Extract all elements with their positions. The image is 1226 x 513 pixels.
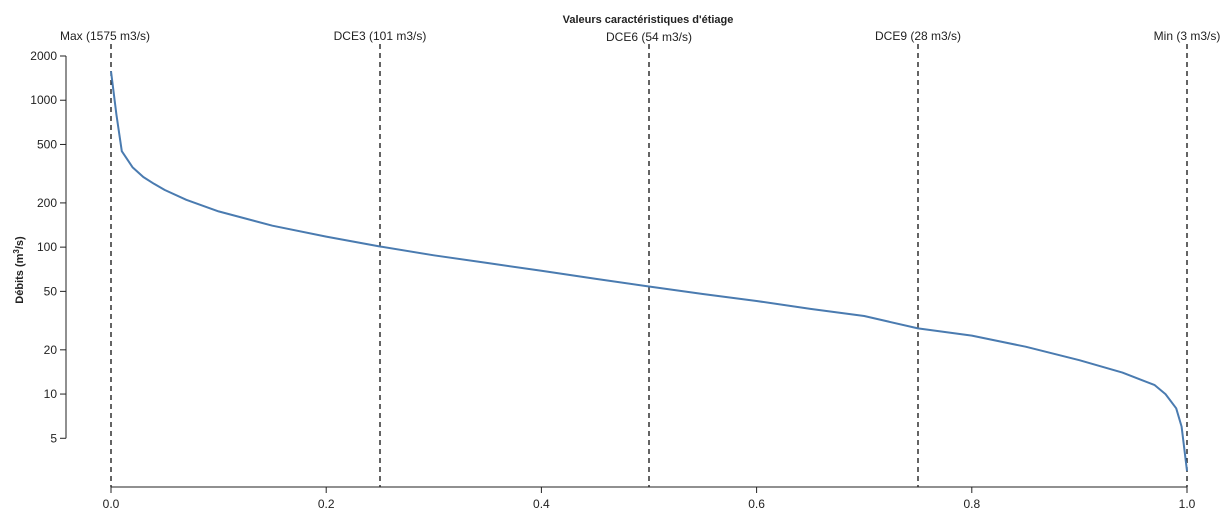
x-axis: 0.0 0.2 0.4 0.6 0.8 1.0: [103, 486, 1196, 511]
series-line: [110, 71, 1188, 472]
y-tick-label: 2000: [30, 49, 57, 63]
y-tick-label: 200: [37, 196, 57, 210]
y-tick-label: 500: [37, 137, 57, 151]
x-tick-label: 0.8: [963, 497, 980, 511]
reference-line-label: DCE6 (54 m3/s): [606, 30, 692, 44]
reference-line-label: Min (3 m3/s): [1154, 29, 1221, 43]
y-tick-label: 20: [44, 343, 58, 357]
x-tick-label: 0.6: [748, 497, 765, 511]
x-tick-label: 0.0: [103, 497, 120, 511]
reference-line-label: DCE3 (101 m3/s): [334, 29, 427, 43]
y-tick-label: 100: [37, 240, 57, 254]
reference-line-label: Max (1575 m3/s): [60, 29, 150, 43]
reference-lines: Max (1575 m3/s) DCE3 (101 m3/s) DCE6 (54 m…: [60, 29, 1220, 487]
chart-title: Valeurs caractéristiques d'étiage: [563, 14, 734, 26]
x-tick-label: 1.0: [1179, 497, 1196, 511]
y-tick-label: 1000: [30, 93, 57, 107]
y-axis-label: Débits (m3/s): [12, 236, 26, 304]
y-tick-label: 10: [44, 387, 58, 401]
y-tick-label: 50: [44, 284, 58, 298]
x-tick-label: 0.4: [533, 497, 550, 511]
reference-line-label: DCE9 (28 m3/s): [875, 29, 961, 43]
x-tick-label: 0.2: [318, 497, 335, 511]
y-axis: 5 10 20 50 100 200 500 1000 2000: [30, 49, 67, 445]
flow-duration-curve: [110, 71, 1188, 472]
y-tick-label: 5: [50, 431, 57, 445]
